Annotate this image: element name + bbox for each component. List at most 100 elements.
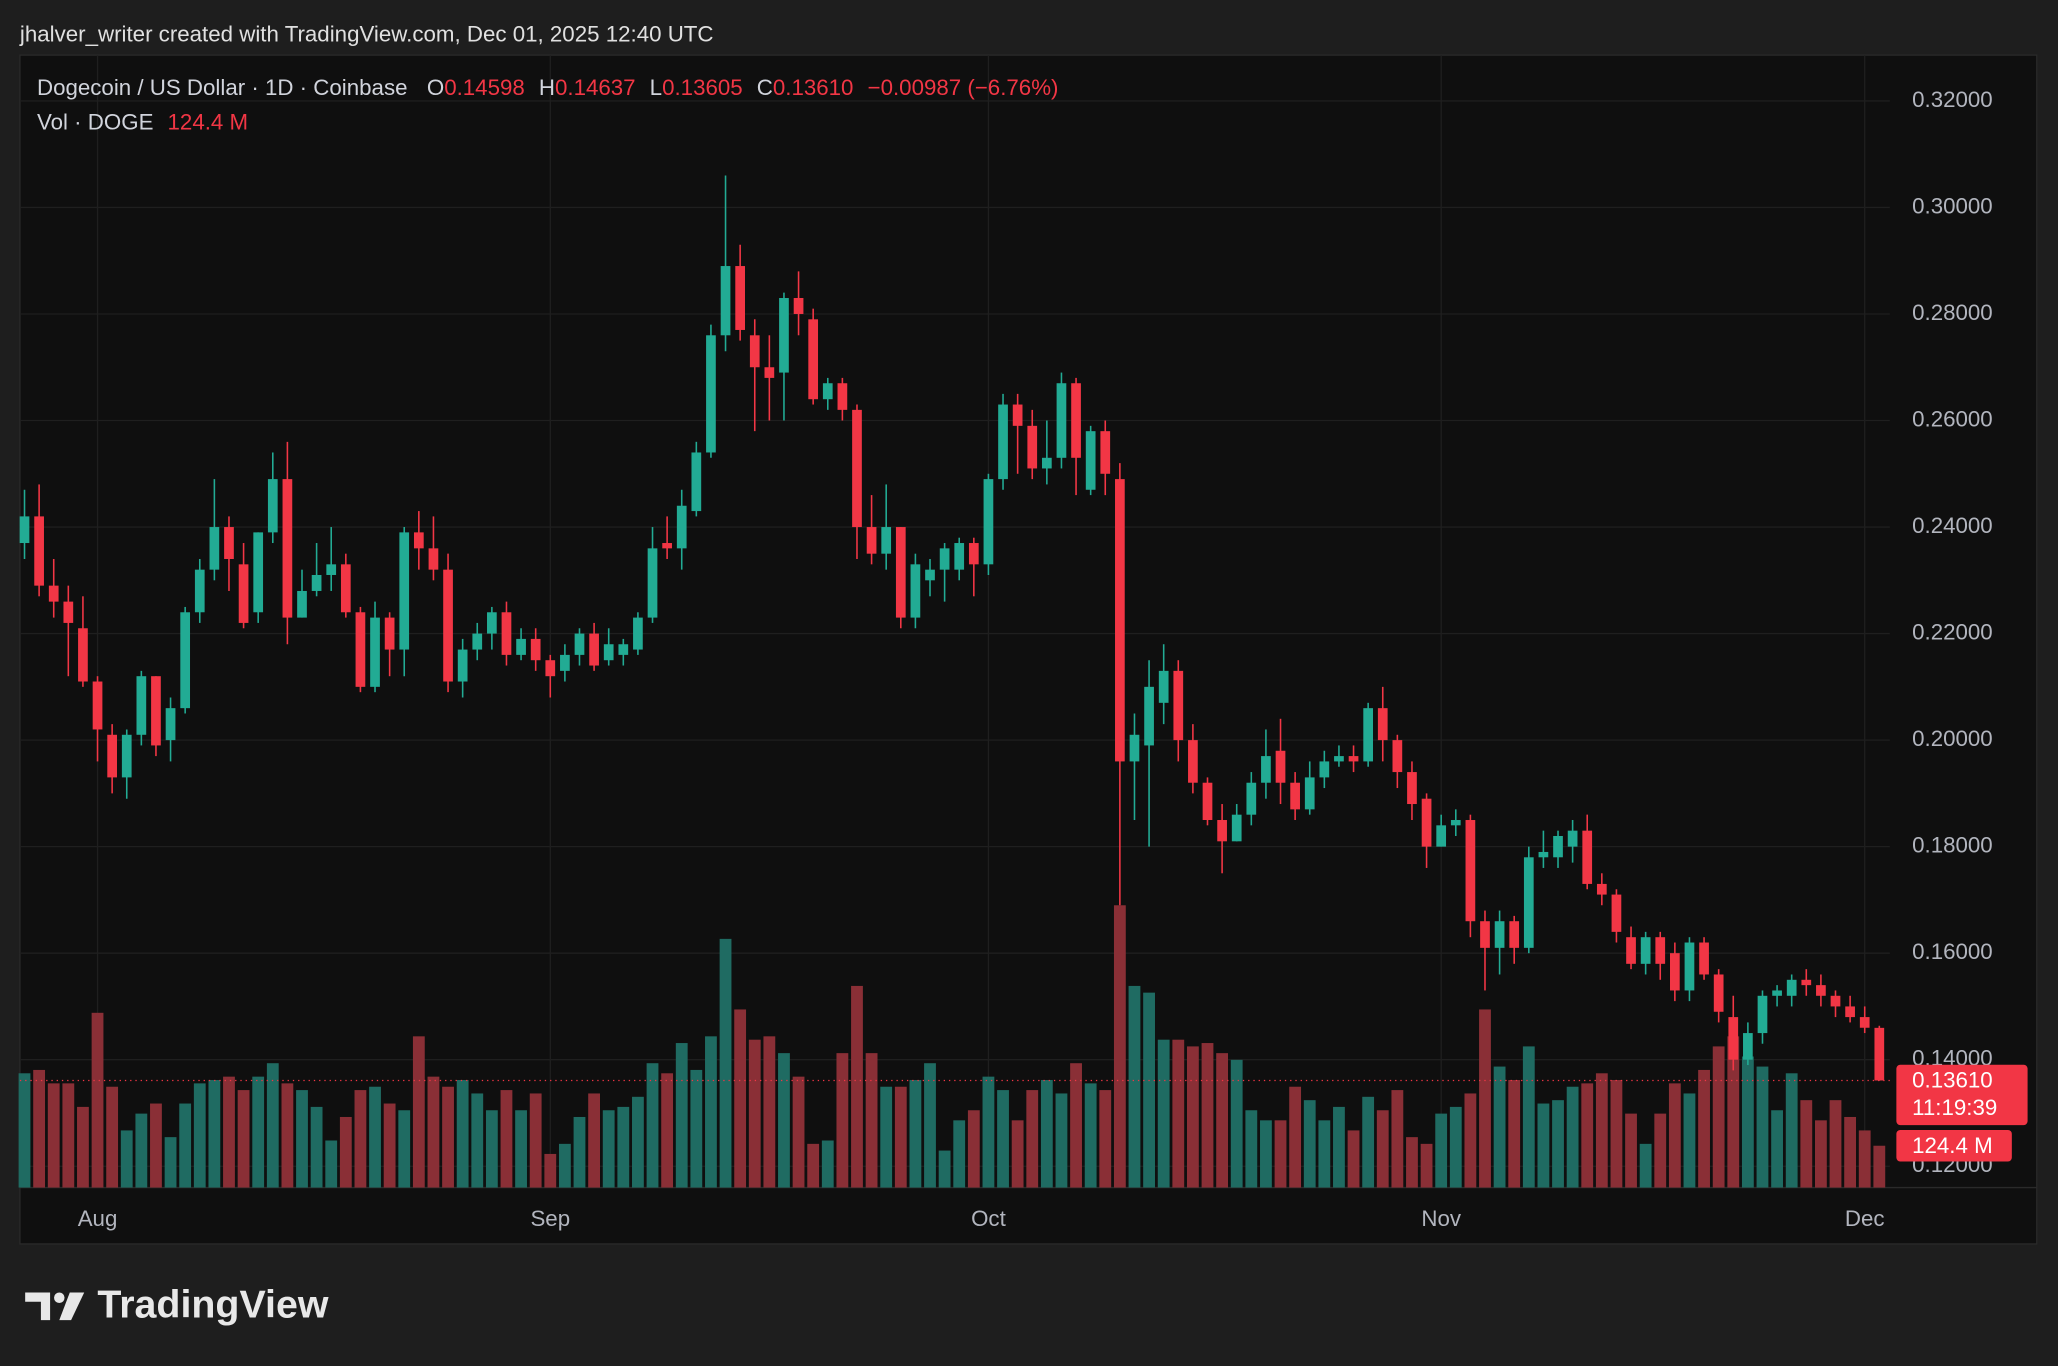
ohlc-label: C xyxy=(757,75,773,100)
volume-bar xyxy=(909,1080,922,1188)
volume-bar xyxy=(1318,1120,1331,1188)
logo-icon xyxy=(59,1292,85,1321)
volume-bar xyxy=(1552,1100,1564,1188)
candle-body xyxy=(1538,851,1549,858)
ohlc-label: L xyxy=(650,75,662,100)
volume-bar xyxy=(1157,1039,1170,1188)
volume-bar xyxy=(938,1150,951,1188)
candle-body xyxy=(78,628,88,682)
candle-body xyxy=(793,298,804,314)
candle-body xyxy=(370,617,380,687)
candle-body xyxy=(399,532,410,650)
volume-bar xyxy=(1625,1113,1637,1188)
candle-body xyxy=(1845,1006,1855,1018)
candle-body xyxy=(1158,670,1169,703)
volume-bar xyxy=(1668,1083,1681,1188)
candle-body xyxy=(1640,937,1651,964)
candle-body xyxy=(1144,686,1154,746)
volume-bar xyxy=(792,1076,805,1188)
candle-body xyxy=(1874,1027,1885,1081)
x-tick-label: Oct xyxy=(971,1206,1006,1231)
volume-bar xyxy=(1406,1137,1418,1188)
volume-bar xyxy=(1479,1009,1491,1188)
volume-bar xyxy=(1347,1130,1360,1188)
volume-bar xyxy=(1435,1113,1448,1188)
candle-body xyxy=(1334,756,1344,762)
candle-body xyxy=(618,644,629,655)
candle-body xyxy=(545,660,556,677)
volume-layer xyxy=(18,905,1886,1188)
volume-bar xyxy=(1186,1046,1199,1188)
candle-body xyxy=(939,548,950,570)
last-price-label: 0.13610 xyxy=(1912,1068,1993,1093)
volume-bar xyxy=(924,1063,936,1188)
volume-bar xyxy=(1785,1073,1798,1188)
candle-body xyxy=(19,516,30,544)
volume-bar xyxy=(325,1140,338,1188)
candle-body xyxy=(998,404,1008,480)
candle-body xyxy=(1231,814,1242,842)
candle-body xyxy=(1027,425,1038,469)
volume-bar xyxy=(1522,1046,1535,1188)
volume-bar xyxy=(383,1103,396,1188)
volume-bar xyxy=(1376,1110,1389,1188)
volume-bar xyxy=(1391,1090,1404,1188)
volume-bar xyxy=(223,1076,235,1188)
last-price-tag xyxy=(1896,1064,2028,1126)
ohlc-value: 0.14598 xyxy=(444,75,525,100)
candle-body xyxy=(194,569,205,613)
volume-bar xyxy=(1566,1086,1579,1188)
candle-body xyxy=(1728,1017,1739,1060)
symbol: Dogecoin / US Dollar · 1D · Coinbase xyxy=(37,75,408,100)
volume-bar xyxy=(997,1090,1009,1188)
ohlc-value: 0.13610 xyxy=(773,75,854,100)
candle-body xyxy=(297,590,307,618)
volume-bar xyxy=(310,1106,323,1188)
volume-bar xyxy=(1143,992,1155,1188)
ohlc-label: H xyxy=(539,75,555,100)
x-tick-label: Aug xyxy=(78,1206,118,1231)
volume-bar xyxy=(661,1073,674,1188)
grid xyxy=(19,55,1890,1188)
candle-body xyxy=(355,612,366,687)
candle-body xyxy=(1115,479,1125,762)
volume-bar xyxy=(1508,1080,1521,1188)
candle-body xyxy=(443,569,453,682)
volume-bar xyxy=(1420,1143,1433,1188)
volume-bar xyxy=(33,1069,46,1188)
candle-body xyxy=(720,266,731,336)
candle-body xyxy=(1553,835,1563,858)
candle-body xyxy=(603,644,614,661)
volume-bar xyxy=(1113,905,1126,1188)
volume-bar xyxy=(1128,985,1141,1188)
volume-bar xyxy=(529,1093,542,1188)
candle-body xyxy=(983,479,994,565)
candle-body xyxy=(1830,995,1841,1007)
candle-body xyxy=(107,734,117,778)
candle-body xyxy=(968,543,979,565)
volume-bar xyxy=(193,1083,206,1188)
candle-body xyxy=(501,612,512,655)
volume-bar xyxy=(456,1080,469,1188)
candle-body xyxy=(209,527,220,570)
volume-bar xyxy=(1771,1110,1783,1188)
volume-bar xyxy=(1070,1063,1082,1188)
volume-bar xyxy=(807,1143,820,1188)
candle-body xyxy=(1816,985,1826,996)
candle-body xyxy=(165,708,176,741)
candle-body xyxy=(48,585,59,602)
volume-bar xyxy=(719,938,732,1188)
countdown: 11:19:39 xyxy=(1912,1095,1997,1120)
candle-body xyxy=(121,734,132,778)
candle-body xyxy=(311,574,322,591)
volume-bar xyxy=(442,1086,454,1188)
logo-text: TradingView xyxy=(97,1282,329,1326)
volume-bar xyxy=(1362,1096,1375,1188)
candle-body xyxy=(1290,782,1300,810)
volume-bar xyxy=(705,1036,717,1188)
volume-bar xyxy=(748,1039,761,1188)
volume-bar xyxy=(1464,1093,1477,1188)
candle-body xyxy=(326,564,337,575)
candle-body xyxy=(1655,937,1666,964)
y-tick-label: 0.32000 xyxy=(1912,87,1993,112)
